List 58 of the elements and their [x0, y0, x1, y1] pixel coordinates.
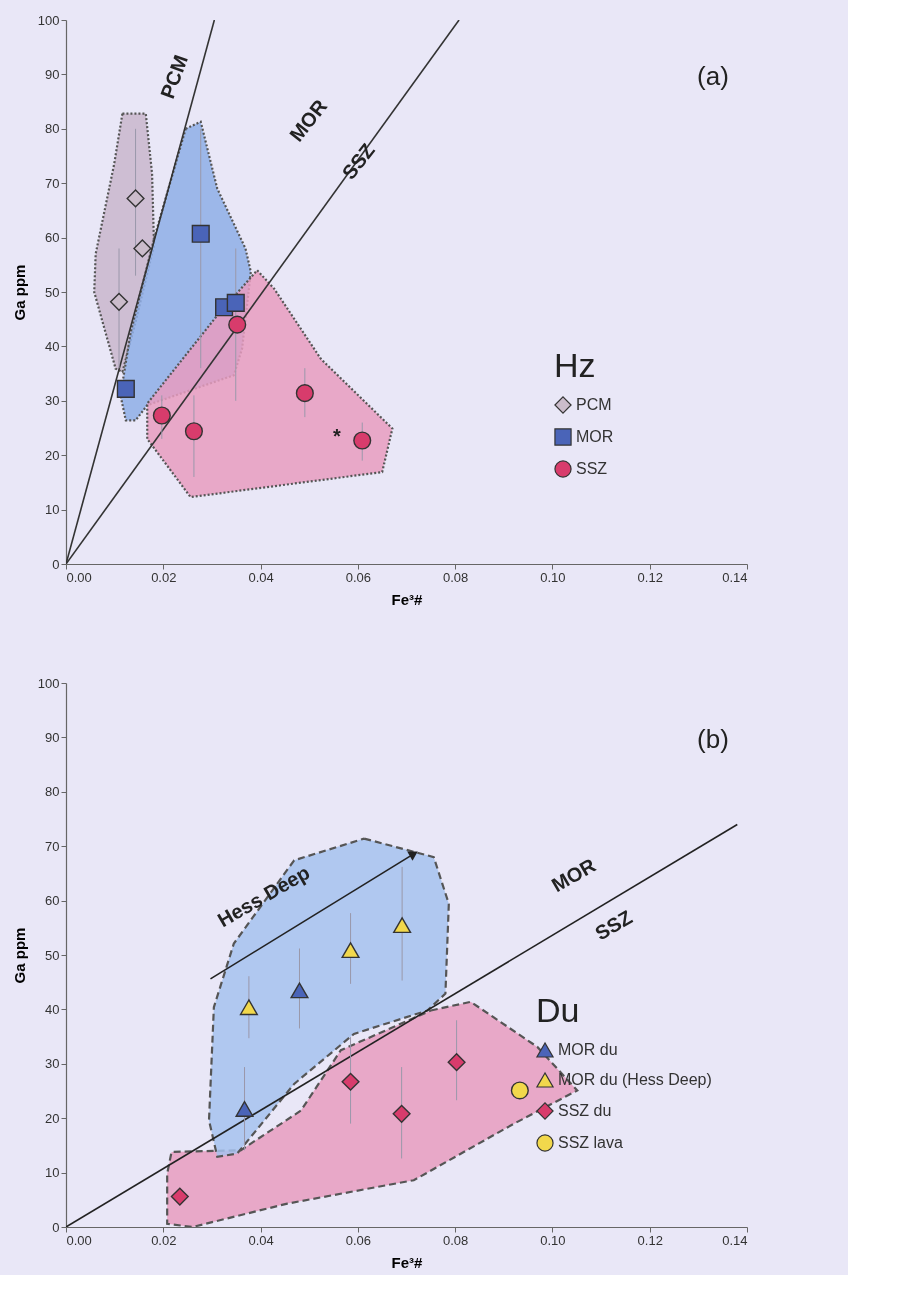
x-tick-label: 0.00	[66, 569, 92, 585]
annotation: *	[333, 425, 342, 447]
annotation: SSZ	[591, 905, 636, 945]
y-tick-label: 40	[45, 1001, 60, 1017]
y-tick-label: 70	[45, 175, 60, 191]
y-tick-label: 100	[37, 12, 60, 28]
x-tick-label: 0.14	[722, 569, 748, 585]
y-tick-label: 20	[45, 1110, 60, 1126]
y-tick-label: 90	[45, 729, 60, 745]
legend-title: Hz	[554, 346, 596, 384]
x-tick-label: 0.06	[345, 1232, 372, 1248]
annotation: MOR	[547, 853, 600, 897]
y-tick-label: 90	[45, 66, 60, 82]
x-tick-label: 0.02	[151, 1232, 177, 1248]
annotation: Hess Deep	[213, 861, 314, 932]
y-tick-label: 0	[52, 1219, 60, 1235]
legend-label: SSZ	[576, 460, 608, 477]
legend-label: MOR du (Hess Deep)	[558, 1071, 712, 1088]
y-tick-label: 60	[45, 230, 60, 246]
y-tick-label: 30	[45, 1056, 60, 1072]
y-tick-label: 100	[37, 675, 60, 691]
x-tick-label: 0.08	[442, 1232, 469, 1248]
x-tick-label: 0.02	[151, 569, 177, 585]
x-tick-label: 0.12	[637, 1232, 663, 1248]
y-tick-label: 60	[45, 893, 60, 909]
x-tick-label: 0.12	[637, 569, 663, 585]
y-tick-label: 20	[45, 447, 60, 463]
y-tick-label: 0	[52, 556, 60, 572]
y-tick-label: 50	[45, 284, 60, 300]
annotation: (a)	[697, 61, 729, 91]
legend-label: MOR du	[558, 1041, 618, 1058]
annotation: (b)	[697, 724, 729, 754]
x-tick-label: 0.10	[540, 569, 566, 585]
x-tick-label: 0.06	[345, 569, 372, 585]
y-axis-title: Ga ppm	[10, 927, 28, 984]
y-tick-label: 70	[45, 838, 60, 854]
legend-label: MOR	[576, 428, 614, 445]
legend-title: Du	[536, 991, 580, 1029]
x-tick-label: 0.08	[442, 569, 469, 585]
x-tick-label: 0.00	[66, 1232, 92, 1248]
x-axis-title: Fe³#	[391, 1253, 424, 1271]
y-tick-label: 10	[45, 502, 60, 518]
y-tick-label: 80	[45, 784, 60, 800]
x-tick-label: 0.04	[248, 1232, 274, 1248]
annotation: PCM	[156, 52, 192, 102]
legend-label: PCM	[576, 396, 612, 413]
legend-label: SSZ lava	[558, 1134, 624, 1151]
y-tick-label: 10	[45, 1165, 60, 1181]
y-tick-label: 50	[45, 947, 60, 963]
y-tick-label: 80	[45, 121, 60, 137]
x-tick-label: 0.14	[722, 1232, 748, 1248]
y-tick-label: 40	[45, 338, 60, 354]
y-tick-label: 30	[45, 393, 60, 409]
y-axis-title: Ga ppm	[10, 264, 28, 321]
x-tick-label: 0.04	[248, 569, 274, 585]
x-tick-label: 0.10	[540, 1232, 566, 1248]
legend-label: SSZ du	[558, 1102, 612, 1119]
x-axis-title: Fe³#	[391, 590, 424, 608]
